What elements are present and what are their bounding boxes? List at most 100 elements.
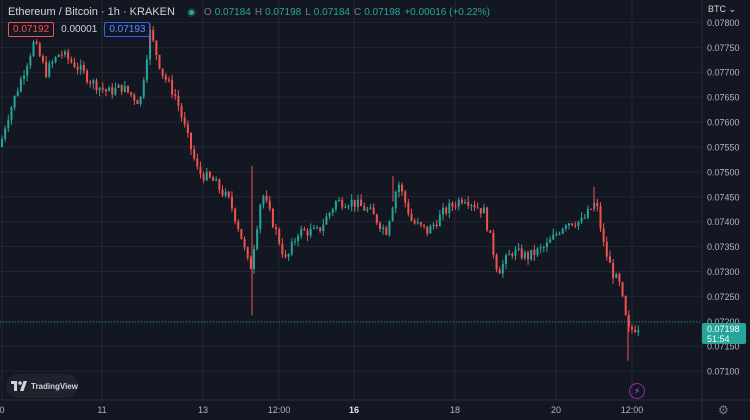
candle-body — [64, 51, 66, 55]
candle-body — [139, 96, 142, 104]
candle-body — [290, 242, 293, 254]
y-tick-label: 0.07250 — [707, 292, 740, 302]
candle-body — [508, 253, 511, 256]
candle-body — [574, 225, 577, 227]
candle-body — [70, 59, 73, 63]
candle-body — [309, 228, 312, 236]
candle-body — [568, 223, 570, 226]
candle-body — [602, 228, 605, 242]
candle-body — [325, 216, 328, 225]
open-value: 0.07184 — [214, 6, 251, 18]
candle-body — [145, 59, 148, 81]
candle-body — [397, 184, 400, 193]
buy-price-button[interactable]: 0.07193 — [104, 22, 151, 37]
candle-body — [369, 207, 372, 209]
candle-body — [536, 248, 539, 256]
candle-body — [388, 221, 391, 235]
candle-body — [401, 184, 404, 192]
candle-body — [101, 87, 104, 90]
candle-body — [416, 222, 419, 224]
candle-body — [457, 199, 460, 207]
currency-label: BTC — [708, 4, 726, 14]
gear-icon[interactable]: ⚙ — [718, 403, 729, 417]
candle-body — [596, 202, 599, 207]
candle-body — [404, 191, 407, 203]
candle-body — [435, 224, 438, 227]
current-price-value: 0.07198 — [707, 324, 740, 334]
candle-body — [319, 227, 322, 231]
tradingview-logo[interactable]: TradingView — [6, 374, 78, 398]
candle-body — [265, 195, 268, 201]
candle-body — [82, 65, 85, 71]
lightning-icon[interactable]: ⚡ — [629, 383, 645, 399]
candle-body — [533, 249, 536, 256]
candle-body — [599, 206, 602, 229]
x-tick-label: 12:00 — [268, 405, 291, 415]
candle-body — [230, 196, 233, 209]
high-label: H — [254, 6, 263, 18]
candle-body — [234, 208, 237, 222]
candle-body — [111, 87, 114, 95]
candle-body — [114, 87, 117, 95]
symbol-title[interactable]: Ethereum / Bitcoin · 1h · KRAKEN — [8, 6, 175, 18]
candle-body — [328, 212, 331, 217]
candle-body — [205, 171, 208, 181]
candle-body — [287, 253, 290, 257]
candle-body — [95, 80, 98, 91]
candle-body — [338, 199, 341, 202]
candle-body — [167, 79, 170, 81]
candle-body — [555, 233, 558, 235]
low-value: 0.07184 — [313, 6, 350, 18]
candle-body — [577, 221, 580, 227]
candle-body — [564, 225, 567, 229]
candle-body — [183, 117, 186, 125]
candle-body — [297, 235, 300, 242]
candle-body — [375, 214, 378, 224]
candle-body — [379, 223, 381, 230]
candle-body — [19, 78, 22, 92]
candle-body — [385, 227, 388, 235]
y-tick-label: 0.07650 — [707, 93, 740, 103]
candle-body — [344, 207, 347, 209]
candle-body — [89, 82, 92, 84]
candle-body — [350, 199, 353, 207]
candle-body — [495, 254, 498, 270]
candle-body — [243, 239, 246, 248]
sell-price-button[interactable]: 0.07192 — [8, 22, 55, 37]
candle-body — [127, 85, 129, 93]
candle-body — [202, 173, 205, 181]
candle-body — [467, 202, 470, 206]
candle-body — [73, 62, 76, 68]
chevron-down-icon: ⌄ — [728, 4, 737, 14]
y-tick-label: 0.07200 — [707, 317, 740, 327]
candle-body — [117, 84, 120, 88]
candle-body — [627, 315, 630, 328]
candle-body — [271, 208, 274, 228]
candle-body — [186, 124, 189, 133]
candle-body — [542, 247, 545, 249]
candle-body — [514, 249, 517, 256]
candle-body — [451, 203, 454, 207]
candle-body — [142, 80, 145, 97]
candle-body — [54, 56, 57, 62]
candle-body — [79, 65, 82, 70]
candle-body — [511, 253, 514, 256]
bid-ask-row: 0.07192 0.00001 0.07193 — [8, 22, 151, 37]
change-value: +0.00016 (+0.22%) — [404, 6, 490, 18]
y-tick-label: 0.07550 — [707, 142, 740, 152]
candle-body — [174, 94, 177, 96]
candle-body — [190, 132, 192, 150]
currency-menu[interactable]: BTC ⌄ — [708, 4, 736, 15]
candle-body — [476, 207, 479, 209]
candle-body — [539, 247, 542, 249]
candle-body — [621, 282, 624, 297]
x-tick-label: 13 — [198, 405, 208, 415]
candle-body — [164, 75, 167, 80]
candle-body — [605, 241, 608, 257]
candle-body — [426, 226, 429, 234]
candle-body — [612, 262, 615, 278]
candle-body — [275, 227, 278, 230]
x-tick-label: 0 — [0, 405, 5, 415]
